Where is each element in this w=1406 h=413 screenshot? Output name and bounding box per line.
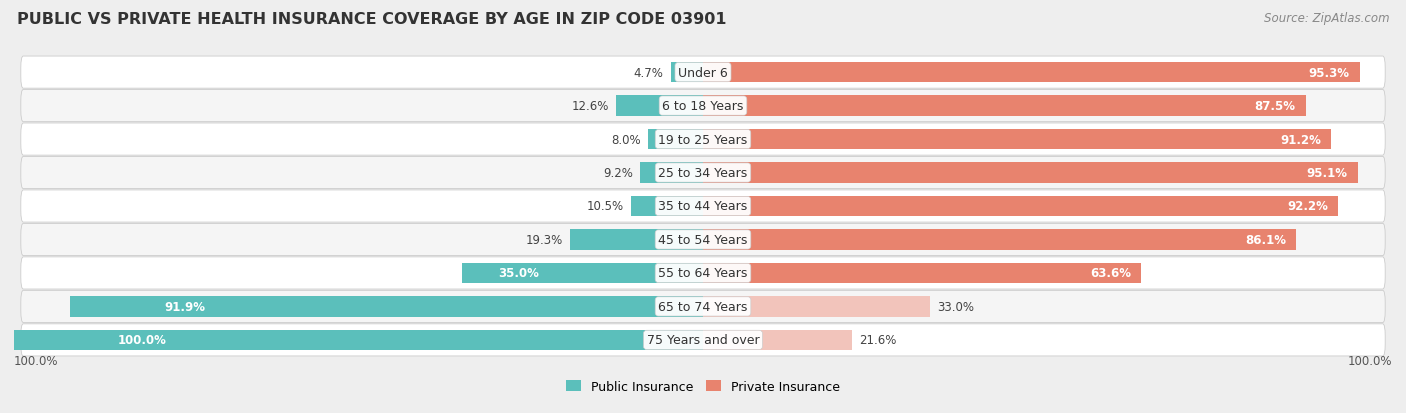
Text: 45 to 54 Years: 45 to 54 Years [658, 233, 748, 247]
Bar [703, 296, 931, 317]
Text: PUBLIC VS PRIVATE HEALTH INSURANCE COVERAGE BY AGE IN ZIP CODE 03901: PUBLIC VS PRIVATE HEALTH INSURANCE COVER… [17, 12, 727, 27]
FancyBboxPatch shape [21, 291, 1385, 323]
Bar [703, 163, 1358, 183]
Text: 87.5%: 87.5% [1254, 100, 1295, 113]
Text: 55 to 64 Years: 55 to 64 Years [658, 267, 748, 280]
Text: 100.0%: 100.0% [1347, 354, 1392, 367]
Text: 91.2%: 91.2% [1279, 133, 1322, 146]
Text: 19 to 25 Years: 19 to 25 Years [658, 133, 748, 146]
FancyBboxPatch shape [21, 190, 1385, 223]
Bar [703, 230, 1296, 250]
Bar [569, 230, 703, 250]
Text: 6 to 18 Years: 6 to 18 Years [662, 100, 744, 113]
FancyBboxPatch shape [21, 157, 1385, 189]
Text: 8.0%: 8.0% [612, 133, 641, 146]
Bar [703, 96, 1306, 117]
FancyBboxPatch shape [21, 123, 1385, 156]
Text: 92.2%: 92.2% [1286, 200, 1327, 213]
Bar [703, 263, 1142, 284]
Bar [640, 163, 703, 183]
Bar [703, 129, 1331, 150]
Bar [703, 330, 852, 350]
Bar [648, 129, 703, 150]
Text: 95.3%: 95.3% [1308, 66, 1350, 79]
FancyBboxPatch shape [21, 224, 1385, 256]
Text: 10.5%: 10.5% [586, 200, 624, 213]
Bar [616, 96, 703, 117]
Text: 9.2%: 9.2% [603, 166, 633, 180]
Bar [671, 63, 703, 83]
FancyBboxPatch shape [21, 57, 1385, 89]
Text: 33.0%: 33.0% [938, 300, 974, 313]
Bar [70, 296, 703, 317]
Legend: Public Insurance, Private Insurance: Public Insurance, Private Insurance [561, 375, 845, 398]
Text: 100.0%: 100.0% [14, 354, 59, 367]
Bar [463, 263, 703, 284]
Text: 91.9%: 91.9% [165, 300, 205, 313]
Text: 35 to 44 Years: 35 to 44 Years [658, 200, 748, 213]
Text: 35.0%: 35.0% [498, 267, 538, 280]
Bar [703, 196, 1339, 217]
FancyBboxPatch shape [21, 257, 1385, 290]
FancyBboxPatch shape [21, 90, 1385, 122]
Text: 12.6%: 12.6% [572, 100, 609, 113]
FancyBboxPatch shape [21, 324, 1385, 356]
Text: 25 to 34 Years: 25 to 34 Years [658, 166, 748, 180]
Bar [14, 330, 703, 350]
Text: 63.6%: 63.6% [1090, 267, 1130, 280]
Bar [631, 196, 703, 217]
Text: 86.1%: 86.1% [1244, 233, 1286, 247]
Text: 19.3%: 19.3% [526, 233, 564, 247]
Bar [703, 63, 1360, 83]
Text: 95.1%: 95.1% [1306, 166, 1348, 180]
Text: 75 Years and over: 75 Years and over [647, 334, 759, 347]
Text: 65 to 74 Years: 65 to 74 Years [658, 300, 748, 313]
Text: 21.6%: 21.6% [859, 334, 896, 347]
Text: 100.0%: 100.0% [118, 334, 166, 347]
Text: 4.7%: 4.7% [634, 66, 664, 79]
Text: Source: ZipAtlas.com: Source: ZipAtlas.com [1264, 12, 1389, 25]
Text: Under 6: Under 6 [678, 66, 728, 79]
